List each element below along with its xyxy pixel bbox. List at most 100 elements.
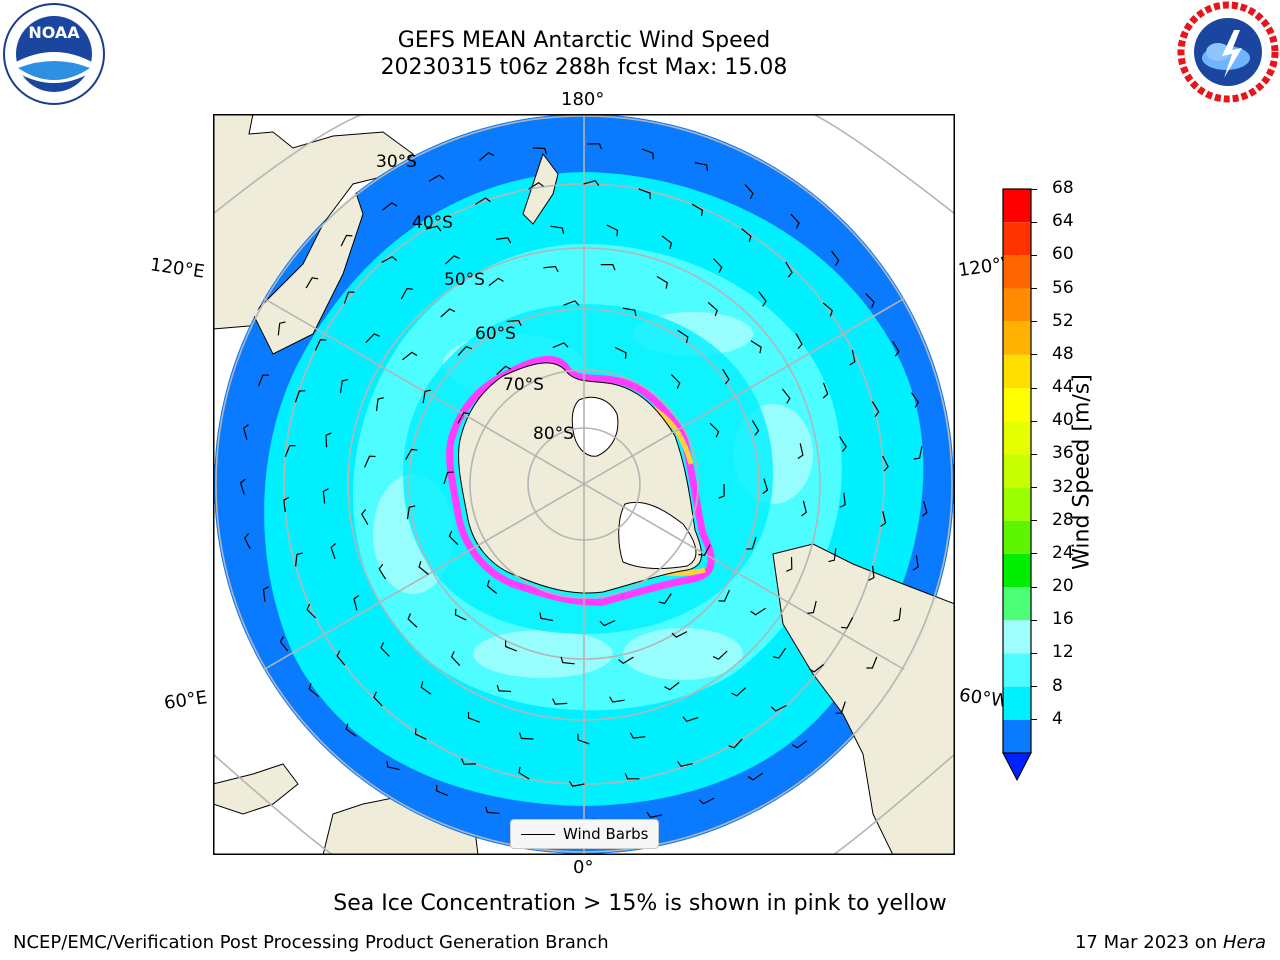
wind-barb	[488, 277, 504, 287]
wind-barb	[599, 619, 616, 627]
wind-barb	[279, 636, 289, 652]
lat-label-60s: 60°S	[475, 324, 516, 344]
colorbar-tick-label: 8	[1052, 675, 1063, 696]
wind-barb	[828, 548, 837, 563]
wind-barb	[479, 151, 495, 161]
wind-barb	[496, 684, 512, 693]
wind-barb	[722, 368, 730, 385]
wind-barb	[467, 711, 481, 723]
wind-barb	[443, 471, 454, 485]
wind-barb	[552, 698, 568, 705]
colorbar-tick-mark	[1031, 188, 1037, 190]
wind-barb	[283, 496, 290, 513]
wind-barb	[691, 203, 704, 217]
colorbar-cell	[1003, 686, 1031, 720]
wind-barb	[606, 224, 619, 237]
wind-barb	[880, 511, 887, 527]
wind-barb	[911, 392, 920, 408]
colorbar-tick-mark	[1031, 586, 1037, 588]
wind-barb	[243, 533, 251, 550]
legend-label: Wind Barbs	[563, 825, 649, 843]
wind-barb	[921, 500, 928, 517]
sea-ice-note: Sea Ice Concentration > 15% is shown in …	[333, 891, 947, 916]
wind-barb	[325, 432, 332, 448]
wind-barb	[461, 758, 477, 765]
noaa-logo-text: NOAA	[28, 23, 80, 42]
wind-barb	[841, 617, 854, 629]
wind-barb	[892, 340, 900, 357]
wind-barb	[444, 255, 460, 265]
wind-barb	[822, 382, 829, 399]
lat-label-40s: 40°S	[412, 213, 453, 233]
wind-barb	[339, 379, 349, 393]
wind-barb	[600, 264, 616, 271]
wind-barb	[865, 293, 875, 308]
colorbar-cell	[1003, 321, 1031, 355]
wind-barb	[382, 202, 398, 211]
wind-barb	[239, 478, 246, 495]
wind-barb	[797, 443, 804, 459]
wind-barb	[882, 455, 889, 472]
nws-logo	[1176, 0, 1280, 104]
colorbar-label: Wind Speed [m/s]	[1069, 374, 1095, 570]
wind-barb	[450, 651, 461, 667]
wind-barb	[308, 683, 319, 697]
lon-label-0: 0°	[573, 857, 594, 878]
wind-barb	[550, 225, 565, 235]
wind-barb	[505, 640, 518, 652]
wind-barb	[519, 732, 534, 740]
wind-barb	[454, 608, 467, 621]
lon-label-60e: 60°E	[162, 687, 209, 714]
wind-barb	[728, 738, 743, 749]
colorbar-cell	[1003, 189, 1031, 223]
longitude-grid	[214, 114, 954, 854]
wind-barb	[747, 772, 764, 781]
footer-date: 17 Mar 2023 on Hera	[1075, 932, 1266, 953]
wind-barb	[871, 401, 880, 417]
wind-barb	[336, 650, 346, 666]
wind-barb	[420, 681, 432, 695]
colorbar-tick-mark	[1031, 387, 1037, 389]
wind-barb	[375, 397, 384, 412]
wind-barb	[758, 291, 767, 307]
wind-barb	[314, 339, 327, 351]
colorbar-tick-mark	[1031, 453, 1037, 455]
map-legend: Wind Barbs	[510, 819, 660, 849]
wind-barb	[661, 235, 673, 250]
colorbar-tick-label: 56	[1052, 277, 1074, 298]
wind-barb	[552, 342, 569, 349]
colorbar-tick-mark	[1031, 487, 1037, 489]
wind-barb	[698, 544, 711, 556]
wind-barb	[448, 530, 459, 546]
wind-barb	[583, 180, 600, 186]
wind-barb	[751, 420, 760, 436]
wind-barb	[741, 228, 752, 243]
wind-barb	[801, 500, 807, 517]
wind-barb	[361, 509, 369, 525]
colorbar-cell	[1003, 587, 1031, 621]
colorbar-tick-label: 4	[1052, 708, 1063, 729]
lat-label-80s: 80°S	[533, 424, 574, 444]
wind-barb	[912, 555, 919, 571]
wind-barb	[506, 319, 522, 327]
lat-label-70s: 70°S	[503, 375, 544, 395]
wind-barb	[750, 607, 766, 616]
wind-barb	[400, 287, 414, 300]
colorbar-cell	[1003, 553, 1031, 588]
wind-barb	[295, 552, 303, 567]
wind-barb	[913, 446, 923, 460]
wind-barb	[656, 275, 668, 289]
wind-barb	[868, 565, 875, 581]
colorbar-tick-mark	[1031, 520, 1037, 522]
wind-barb	[694, 162, 709, 172]
wind-barb	[563, 300, 580, 306]
wind-barb	[406, 505, 416, 520]
colorbar-tick-mark	[1031, 553, 1037, 555]
colorbar-cell	[1003, 620, 1031, 654]
wind-barb	[849, 349, 856, 366]
wind-barb	[560, 656, 575, 665]
wind-barb	[677, 760, 693, 767]
wind-barb	[568, 780, 585, 787]
wind-barb	[373, 691, 383, 707]
colorbar-tick-label: 64	[1052, 211, 1074, 232]
